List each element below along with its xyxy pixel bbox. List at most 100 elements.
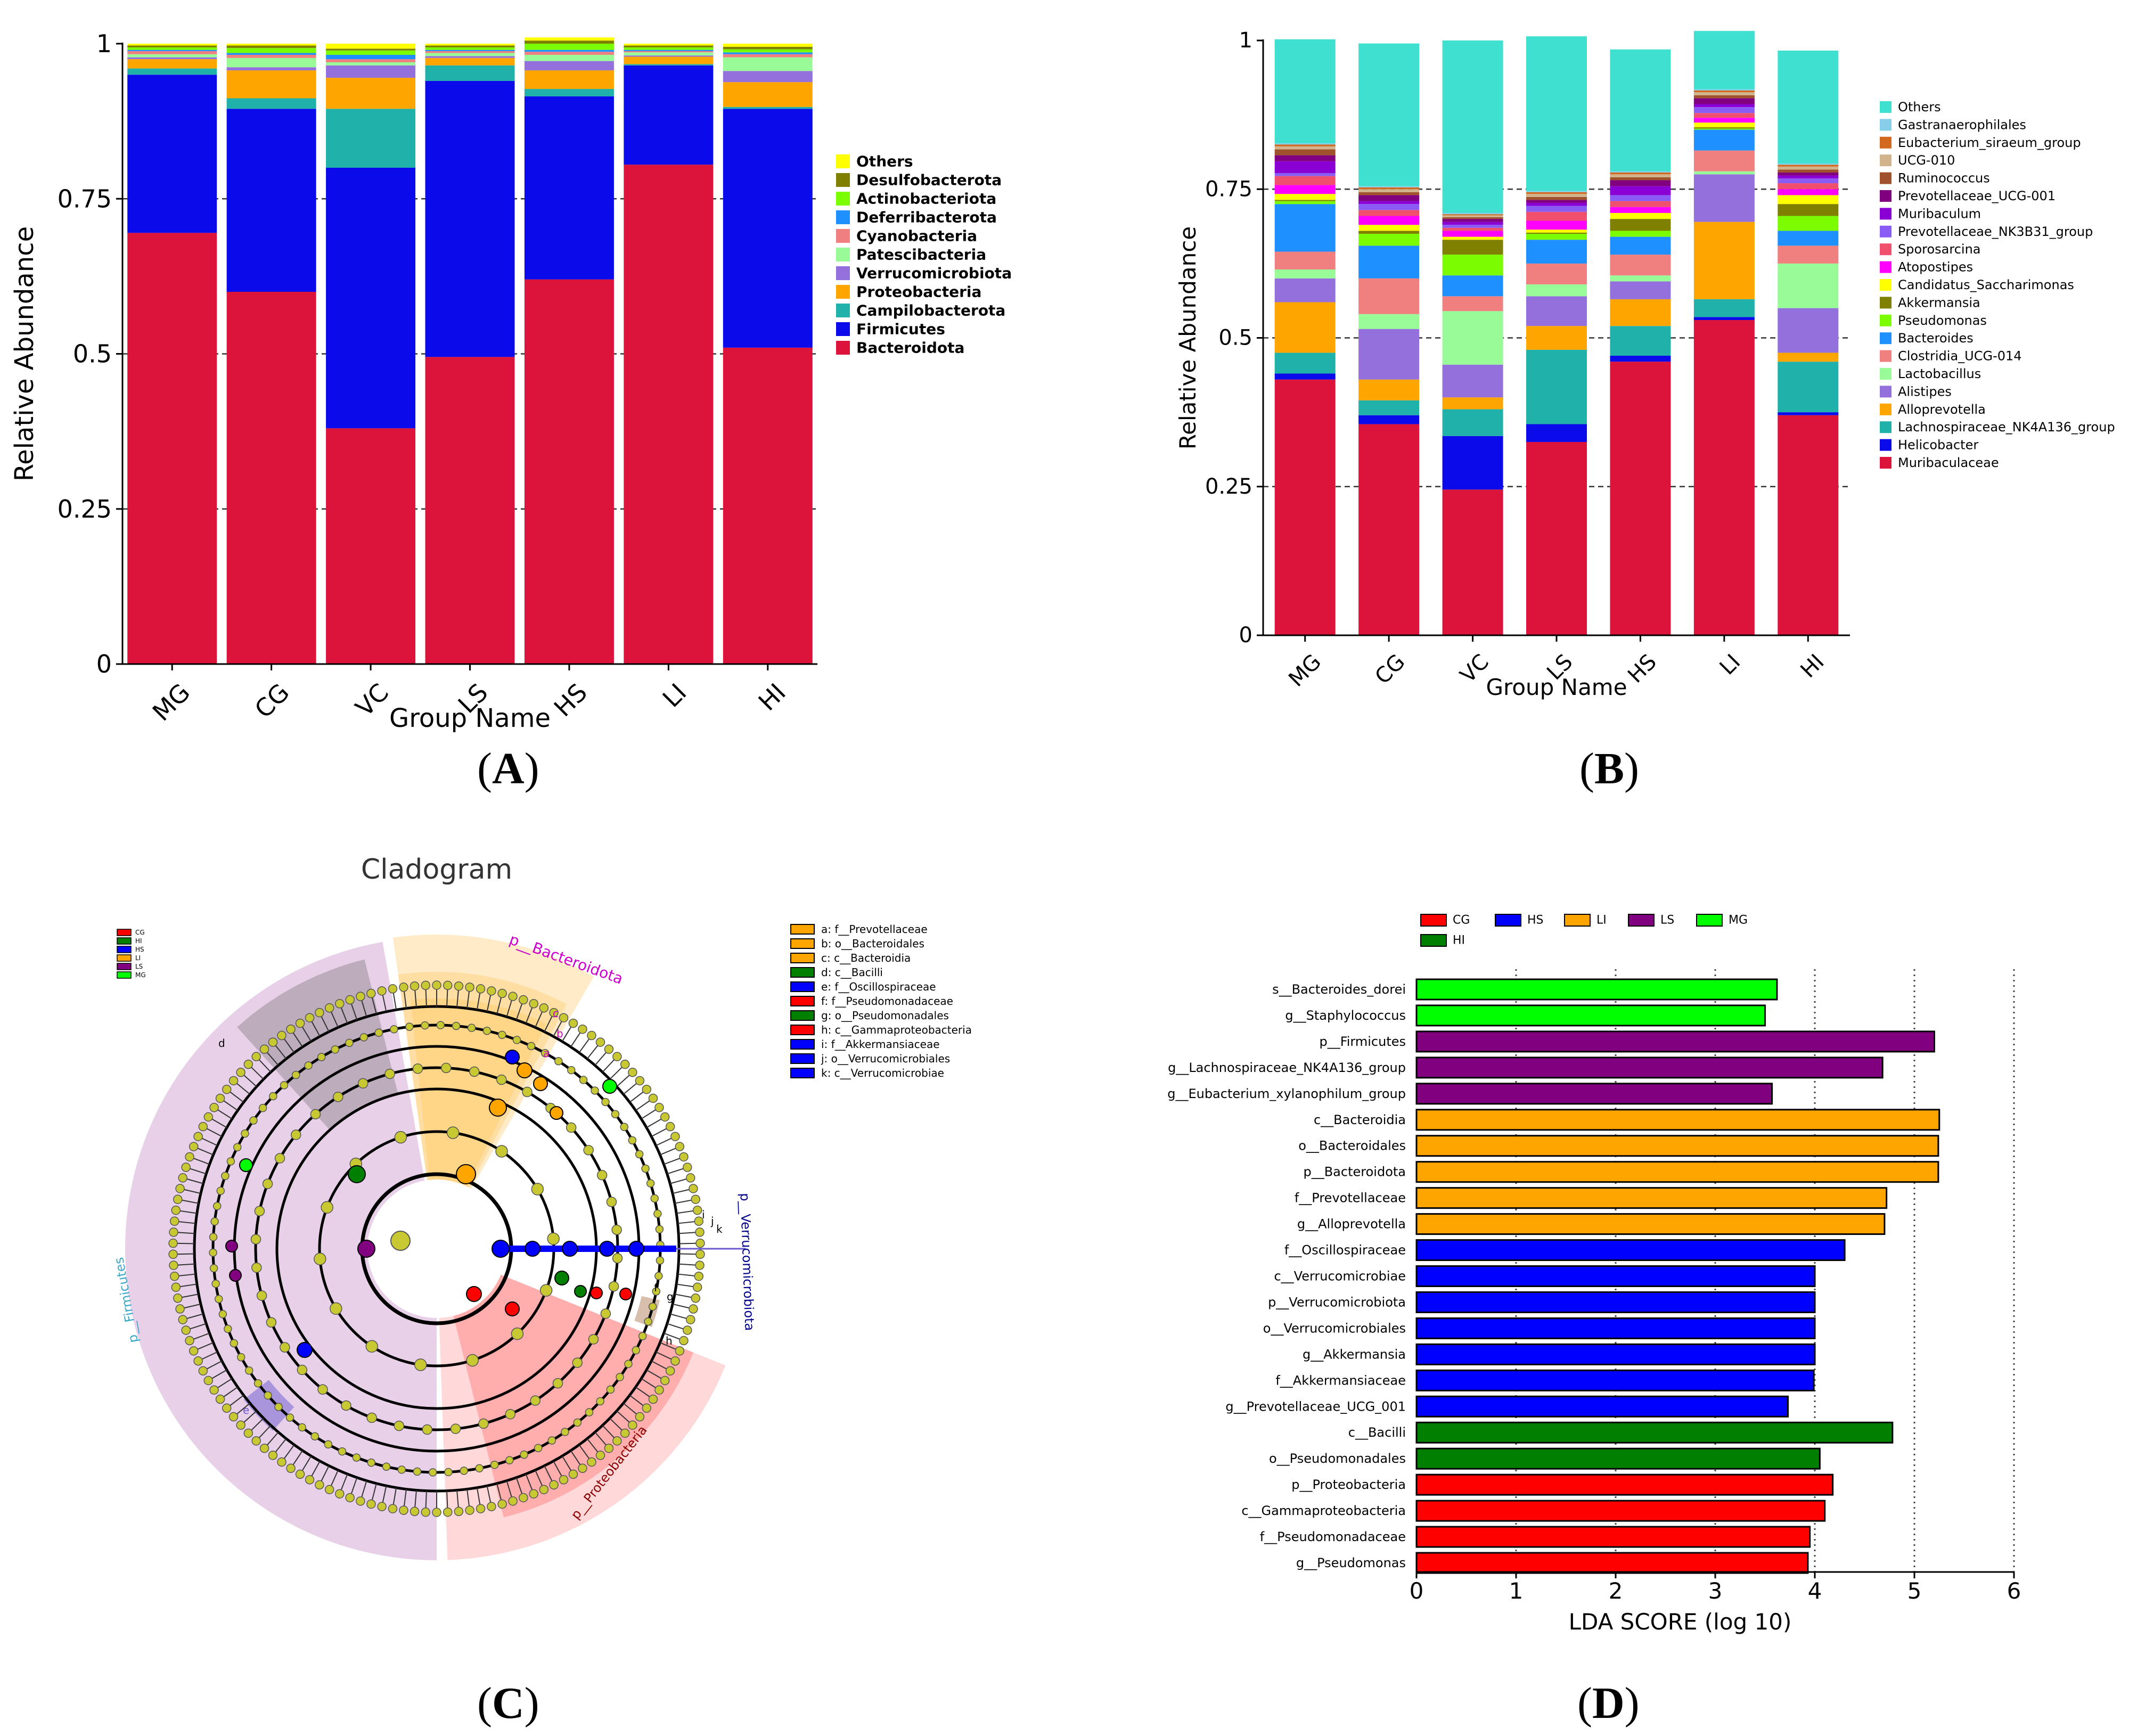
tree-node [547,1232,560,1245]
leaf-node [476,984,486,994]
tree-node [412,1063,423,1074]
bar-segment [1610,356,1671,362]
tree-node [262,1178,273,1189]
tree-node [512,1036,521,1044]
legend-swatch [790,981,815,992]
tree-node [317,1384,328,1395]
bar-segment [624,65,714,165]
bar-segment [1526,232,1587,234]
leaf-node [692,1282,702,1292]
bar-segment [1610,180,1671,186]
tree-node [366,1412,377,1423]
legend-label: Helicobacter [1898,438,1978,453]
leaf-node [454,1506,464,1517]
leaf-node [171,1282,181,1292]
lda-bar-label: g__Pseudomonas [1296,1555,1406,1570]
leaf-node [203,1375,214,1386]
bar-segment [226,45,316,48]
x-tick-label: HS [548,678,593,722]
bar-segment [1693,320,1755,635]
bar-segment [624,55,714,57]
y-tick-label: 1 [1239,28,1252,53]
tree-node [250,1234,261,1244]
tree-node [567,1066,576,1075]
bar-segment [1274,353,1336,374]
lda-bar [1415,1057,1884,1079]
tree-node [441,1062,452,1074]
tree-node [291,1129,301,1140]
leaf-node [388,1504,398,1513]
bar-segment [723,57,813,71]
tree-node [310,1432,320,1440]
x-tick-label: MG [147,678,195,726]
bar-segment [723,71,813,83]
leaf-node [675,1346,685,1356]
tree-node [596,1169,608,1181]
tree-node [452,1021,461,1030]
bar-segment [624,44,714,46]
legend-swatch [1880,119,1891,131]
lda-bar-label: p__Firmicutes [1319,1034,1406,1049]
bar-segment [1693,104,1755,108]
leaf-node [175,1184,185,1193]
bar-segment [326,44,416,49]
leaf-node [268,1451,278,1460]
legend-label: Prevotellaceae_NK3B31_group [1898,224,2093,239]
legend-label: Alloprevotella [1898,402,1986,417]
y-tick-label: 0.25 [1205,474,1252,499]
tree-node [511,1327,524,1340]
leaf-node [315,1480,324,1490]
leaf-node [215,1093,225,1103]
tree-node [256,1290,267,1301]
leaf-node [222,1403,232,1413]
tree-node [655,1225,664,1234]
leaf-node [443,1507,453,1517]
lda-bar-label: f__Akkermansiaceae [1275,1373,1406,1388]
legend-label: HI [1453,934,1465,947]
bar-segment [524,52,614,55]
bar-segment [1274,204,1336,252]
lda-bar [1415,1265,1816,1287]
bar-segment [1358,225,1420,231]
leaf-node [168,1238,178,1248]
lda-bar [1415,1135,1939,1157]
node-letter: b [556,1027,563,1040]
bar-segment [226,67,316,71]
legend-label: Lactobacillus [1898,366,1981,381]
cladogram-title: Cladogram [361,854,512,886]
leaf-node [654,1385,664,1395]
leaf-node [568,1018,578,1028]
tree-node [475,1464,484,1473]
bar-segment [1274,379,1336,635]
lda-bar [1415,1500,1826,1522]
leaf-node [529,1489,538,1498]
leaf-node [694,1216,704,1226]
legend-label: Muribaculum [1898,206,1981,221]
leaf-node [642,1403,652,1413]
bar-segment [1358,314,1420,329]
bar-segment [326,65,416,78]
x-axis-label: LDA SCORE (log 10) [1569,1609,1792,1635]
bar-segment [1442,275,1503,297]
node-letter: h [666,1334,673,1347]
tree-node [644,1317,652,1326]
leaf-node [568,1469,578,1479]
leaf-node [356,992,365,1001]
bar-segment [723,52,813,54]
bar-segment [1693,150,1755,171]
bar-segment [1442,255,1503,276]
y-tick-label: 0.5 [73,340,112,369]
legend-label: CG [135,929,145,936]
bar-segment [524,70,614,89]
tree-node [333,1092,343,1102]
bar-segment [127,233,217,664]
bar-segment [326,109,416,168]
bar-segment [226,98,316,109]
bar-segment [624,50,714,51]
tree-node [215,1295,223,1304]
tree-node [600,1308,611,1319]
legend-label: Gastranaerophilales [1898,117,2026,132]
tree-node [611,1110,620,1118]
x-tick-label: 2 [1609,1578,1623,1604]
